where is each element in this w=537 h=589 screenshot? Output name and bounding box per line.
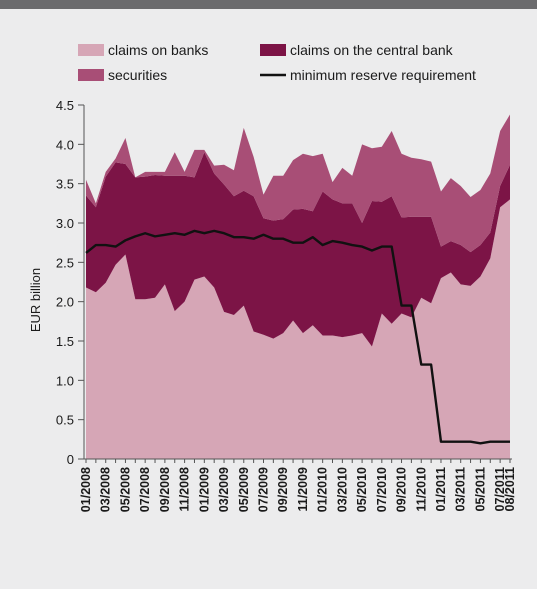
x-tick-label: 01/2010	[316, 467, 330, 512]
x-tick-label: 07/2010	[375, 467, 389, 512]
x-tick-label: 09/2008	[158, 467, 172, 512]
y-tick-label: 1.5	[56, 334, 74, 349]
y-tick-label: 0	[67, 452, 74, 467]
x-tick-label: 07/2009	[256, 467, 270, 512]
legend-label: securities	[108, 67, 167, 83]
x-tick-label: 05/2011	[473, 467, 487, 512]
x-tick-label: 01/2008	[79, 467, 93, 512]
y-tick-label: 2.5	[56, 255, 74, 270]
y-tick-label: 3.0	[56, 216, 74, 231]
line-minimum-reserve-requirement	[85, 229, 510, 445]
x-axis: 01/2008 03/2008 05/2008 07/2008 09/2008 11/20…	[79, 458, 517, 512]
x-tick-label: 01/2011	[434, 467, 448, 512]
legend-label: minimum reserve requirement	[290, 67, 476, 83]
x-tick-label: 07/2011	[493, 467, 507, 512]
x-tick-label: 07/2008	[138, 467, 152, 512]
x-tick-label: 03/2010	[335, 467, 349, 512]
x-tick-label: 03/2008	[99, 467, 113, 512]
plot-lines	[85, 229, 510, 445]
x-tick-label: 03/2009	[217, 467, 231, 512]
y-tick-label: 2.0	[56, 295, 74, 310]
area-securities	[86, 114, 510, 253]
y-tick-label: 1.0	[56, 373, 74, 388]
plot-areas	[86, 114, 510, 459]
x-tick-label: 11/2008	[178, 467, 192, 512]
x-tick-label: 09/2009	[276, 467, 290, 512]
legend-swatch	[78, 69, 104, 81]
legend-label: claims on banks	[108, 42, 208, 58]
x-tick-label: 05/2008	[118, 467, 132, 512]
x-tick-label: 05/2009	[237, 467, 251, 512]
legend-swatch	[78, 44, 104, 56]
x-tick-label: 05/2010	[355, 467, 369, 512]
x-tick-label: 03/2011	[454, 467, 468, 512]
legend-label: claims on the central bank	[290, 42, 454, 58]
x-tick-label: 11/2009	[296, 467, 310, 512]
y-tick-label: 4.0	[56, 137, 74, 152]
header-bar	[0, 0, 537, 9]
y-tick-label: 4.5	[56, 98, 74, 113]
legend: claims on banks claims on the central ban…	[78, 42, 476, 83]
y-axis: 0 0.5 1.0 1.5 2.0 2.5 3.0 3.5 4.0 4.5	[56, 98, 85, 467]
x-tick-label: 09/2010	[395, 467, 409, 512]
area-claims-on-banks	[86, 199, 510, 459]
x-tick-label: 08/2011	[503, 467, 517, 512]
x-tick-label: 01/2009	[197, 467, 211, 512]
y-axis-label: EUR billion	[28, 268, 43, 332]
legend-swatch	[260, 44, 286, 56]
y-tick-label: 3.5	[56, 177, 74, 192]
x-tick-label: 11/2010	[414, 467, 428, 512]
area-claims-on-the-central-bank	[86, 152, 510, 347]
y-tick-label: 0.5	[56, 413, 74, 428]
